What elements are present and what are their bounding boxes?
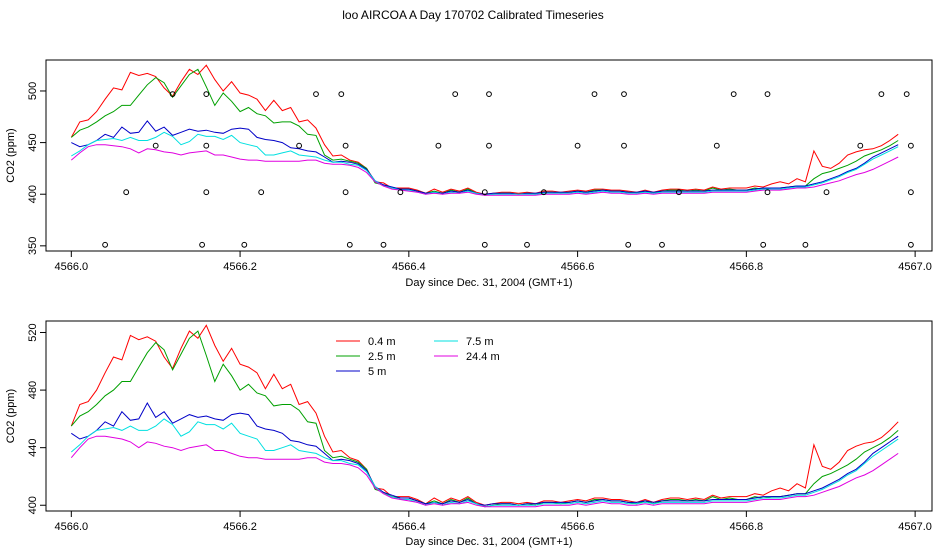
data-point-marker <box>241 241 248 248</box>
data-point-marker <box>621 142 627 149</box>
data-point-marker <box>342 189 349 196</box>
data-point-marker <box>397 189 404 196</box>
data-point-marker <box>486 142 492 149</box>
y-tick-label: 450 <box>27 133 39 151</box>
data-point-marker <box>908 142 914 149</box>
legend: 0.4 m 2.5 m 5 m 7.5 m 24.4 m <box>336 336 500 378</box>
data-point-marker <box>342 142 349 149</box>
figure-title: loo AIRCOA A Day 170702 Calibrated Times… <box>342 8 603 22</box>
data-point-marker <box>486 91 492 97</box>
x-tick-label: 4566.6 <box>561 261 595 273</box>
data-point-marker <box>169 91 176 97</box>
data-point-marker <box>203 142 210 149</box>
y-tick-label: 480 <box>27 381 39 399</box>
data-point-marker <box>659 241 665 248</box>
plot-frame <box>45 320 933 512</box>
x-tick-label: 4566.2 <box>223 521 257 533</box>
data-point-marker <box>764 189 771 196</box>
x-axis-label: Day since Dec. 31, 2004 (GMT+1) <box>405 536 572 548</box>
data-point-marker <box>857 142 864 149</box>
series-line-7-5-m <box>70 418 899 508</box>
x-tick-label: 4567.0 <box>898 521 932 533</box>
data-point-marker <box>802 241 809 248</box>
plot-area <box>70 324 899 508</box>
data-point-marker <box>481 241 488 248</box>
legend-label: 7.5 m <box>466 336 494 348</box>
data-point-marker <box>540 189 547 196</box>
x-tick-label: 4566.0 <box>54 261 88 273</box>
series-line-5-m <box>71 401 899 506</box>
data-point-marker <box>452 91 459 97</box>
series-line-0 <box>70 64 899 195</box>
data-point-marker <box>152 142 159 149</box>
x-tick-label: 4566.6 <box>561 521 595 533</box>
x-tick-label: 4566.2 <box>223 261 257 273</box>
series-line-1 <box>70 68 899 196</box>
data-point-marker <box>676 189 682 196</box>
data-point-marker <box>203 189 210 196</box>
data-point-marker <box>203 91 210 97</box>
x-tick-label: 4567.0 <box>898 261 932 273</box>
data-point-marker <box>591 91 598 97</box>
panel-bottom: 4566.0 4566.2 4566.4 4566.6 4566.8 4567.0 400 4… <box>5 320 933 548</box>
y-tick-label: 400 <box>27 496 39 514</box>
y-tick-label: 500 <box>27 82 39 100</box>
legend-label: 2.5 m <box>368 351 396 363</box>
data-point-marker <box>123 189 130 196</box>
y-axis-label: CO2 (ppm) <box>5 389 17 443</box>
series-line-4 <box>70 144 899 196</box>
y-tick-label: 520 <box>27 323 39 341</box>
data-point-marker <box>908 189 914 196</box>
data-point-marker <box>908 241 914 248</box>
data-point-marker <box>313 91 319 97</box>
data-point-marker <box>338 91 345 97</box>
x-tick-label: 4566.4 <box>392 521 426 533</box>
data-point-marker <box>435 142 442 149</box>
x-tick-label: 4566.8 <box>730 261 764 273</box>
data-point-marker <box>730 91 737 97</box>
data-point-marker <box>574 142 581 149</box>
series-line-3 <box>71 131 899 196</box>
data-point-marker <box>481 189 488 196</box>
x-tick-label: 4566.4 <box>392 261 426 273</box>
data-point-marker <box>199 241 206 248</box>
y-tick-label: 400 <box>27 185 39 203</box>
data-point-marker <box>621 91 627 97</box>
legend-label: 24.4 m <box>466 351 500 363</box>
data-point-marker <box>625 241 632 248</box>
data-point-marker <box>258 189 265 196</box>
x-axis-label: Day since Dec. 31, 2004 (GMT+1) <box>405 277 572 289</box>
data-point-marker <box>296 142 303 149</box>
data-point-marker <box>524 241 530 248</box>
data-point-marker <box>903 91 910 97</box>
y-tick-label: 350 <box>27 237 39 255</box>
data-point-marker <box>380 241 387 248</box>
data-point-marker <box>102 241 108 248</box>
data-point-marker <box>346 241 353 248</box>
x-tick-label: 4566.8 <box>730 521 764 533</box>
y-axis-label: CO2 (ppm) <box>5 128 17 182</box>
data-point-marker <box>823 189 830 196</box>
marker-group <box>102 91 914 248</box>
data-point-marker <box>760 241 767 248</box>
legend-label: 0.4 m <box>368 336 396 348</box>
plot-area <box>70 64 899 196</box>
y-tick-label: 440 <box>27 438 39 456</box>
x-tick-label: 4566.0 <box>54 521 88 533</box>
panel-top: 4566.0 4566.2 4566.4 4566.6 4566.8 4567.0 350 4… <box>5 59 933 289</box>
data-point-marker <box>713 142 720 149</box>
data-point-marker <box>878 91 885 97</box>
plot-frame <box>45 59 933 252</box>
legend-label: 5 m <box>368 366 386 378</box>
data-point-marker <box>764 91 771 97</box>
series-line-24-4-m <box>70 435 899 508</box>
